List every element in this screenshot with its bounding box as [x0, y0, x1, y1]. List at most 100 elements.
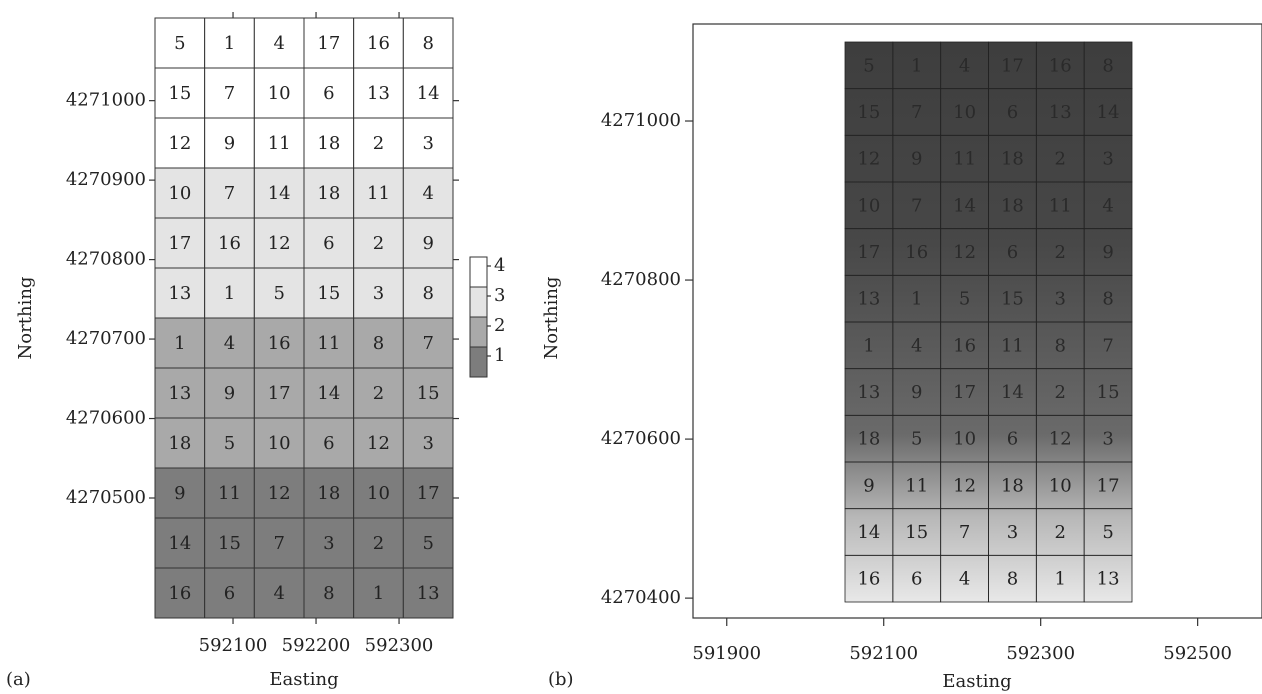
plot-number: 6 [911, 569, 922, 590]
plot-number: 1 [911, 289, 922, 310]
plot-number: 1 [911, 55, 922, 76]
plot-number: 3 [1055, 289, 1066, 310]
plot-number: 7 [422, 333, 433, 354]
plot-number: 11 [905, 475, 928, 496]
plot-number: 7 [273, 533, 284, 554]
plot-number: 3 [1102, 149, 1113, 170]
plot-number: 7 [224, 83, 235, 104]
legend-swatch [470, 347, 487, 377]
legend-label: 3 [494, 285, 505, 306]
plot-number: 18 [317, 133, 340, 154]
plot-number: 18 [168, 433, 191, 454]
plot-number: 4 [273, 33, 284, 54]
y-axis-label: Northing [541, 277, 562, 360]
x-tick-label: 592300 [365, 635, 434, 656]
plot-number: 14 [953, 195, 976, 216]
plot-number: 10 [268, 433, 291, 454]
plot-number: 8 [1102, 55, 1113, 76]
y-tick-label: 4270400 [601, 587, 681, 608]
plot-number: 10 [857, 195, 880, 216]
plot-number: 13 [1097, 569, 1120, 590]
y-tick-label: 4270600 [601, 428, 681, 449]
plot-number: 8 [1055, 335, 1066, 356]
plot-number: 12 [268, 483, 291, 504]
plot-number: 8 [422, 33, 433, 54]
plot-number: 11 [268, 133, 291, 154]
plot-number: 13 [857, 382, 880, 403]
panel-label: (b) [548, 669, 574, 690]
x-tick-label: 592100 [849, 643, 918, 664]
plot-number: 17 [953, 382, 976, 403]
plot-number: 17 [317, 33, 340, 54]
plot-number: 18 [317, 483, 340, 504]
plot-number: 16 [168, 583, 191, 604]
plot-number: 6 [1007, 429, 1018, 450]
plot-number: 4 [911, 335, 922, 356]
plot-number: 2 [1055, 522, 1066, 543]
plot-number: 13 [168, 383, 191, 404]
legend-label: 1 [494, 345, 505, 366]
plot-number: 14 [168, 533, 191, 554]
plot-number: 1 [373, 583, 384, 604]
plot-number: 12 [953, 242, 976, 263]
plot-number: 9 [911, 149, 922, 170]
plot-number: 6 [323, 83, 334, 104]
plot-number: 5 [422, 533, 433, 554]
plot-number: 1 [224, 283, 235, 304]
plot-number: 5 [224, 433, 235, 454]
plot-number: 17 [417, 483, 440, 504]
y-tick-label: 4270800 [601, 269, 681, 290]
plot-number: 17 [168, 233, 191, 254]
plot-number: 17 [1001, 55, 1024, 76]
plot-number: 6 [224, 583, 235, 604]
plot-number: 17 [268, 383, 291, 404]
y-axis-label: Northing [15, 277, 36, 360]
plot-number: 3 [373, 283, 384, 304]
plot-number: 6 [323, 233, 334, 254]
plot-number: 4 [422, 183, 433, 204]
plot-number: 18 [1001, 475, 1024, 496]
plot-number: 1 [1055, 569, 1066, 590]
legend-swatch [470, 317, 487, 347]
plot-number: 15 [857, 102, 880, 123]
y-tick-label: 4270700 [66, 328, 146, 349]
plot-number: 11 [953, 149, 976, 170]
plot-number: 4 [1102, 195, 1113, 216]
plot-number: 11 [1049, 195, 1072, 216]
x-tick-label: 592200 [282, 635, 351, 656]
y-tick-label: 4270500 [66, 487, 146, 508]
plot-number: 15 [168, 83, 191, 104]
plot-number: 12 [168, 133, 191, 154]
legend-swatch [470, 257, 487, 287]
plot-number: 14 [417, 83, 440, 104]
y-tick-label: 4270600 [66, 408, 146, 429]
plot-number: 3 [323, 533, 334, 554]
y-tick-label: 4271000 [601, 110, 681, 131]
legend-swatch [470, 287, 487, 317]
plot-number: 13 [1049, 102, 1072, 123]
plot-number: 15 [218, 533, 241, 554]
plot-number: 6 [1007, 102, 1018, 123]
plot-number: 9 [224, 383, 235, 404]
plot-number: 14 [317, 383, 340, 404]
plot-number: 7 [224, 183, 235, 204]
plot-number: 9 [174, 483, 185, 504]
plot-number: 7 [911, 102, 922, 123]
plot-number: 11 [218, 483, 241, 504]
plot-number: 9 [1102, 242, 1113, 263]
plot-number: 18 [317, 183, 340, 204]
y-tick-label: 4270800 [66, 249, 146, 270]
plot-number: 12 [1049, 429, 1072, 450]
plot-number: 8 [422, 283, 433, 304]
plot-number: 3 [1102, 429, 1113, 450]
plot-number: 13 [857, 289, 880, 310]
plot-number: 11 [367, 183, 390, 204]
x-axis-label: Easting [942, 671, 1011, 692]
plot-number: 13 [417, 583, 440, 604]
plot-number: 8 [1102, 289, 1113, 310]
plot-number: 16 [367, 33, 390, 54]
plot-number: 2 [373, 133, 384, 154]
plot-number: 10 [953, 429, 976, 450]
plot-number: 5 [911, 429, 922, 450]
plot-number: 4 [224, 333, 235, 354]
